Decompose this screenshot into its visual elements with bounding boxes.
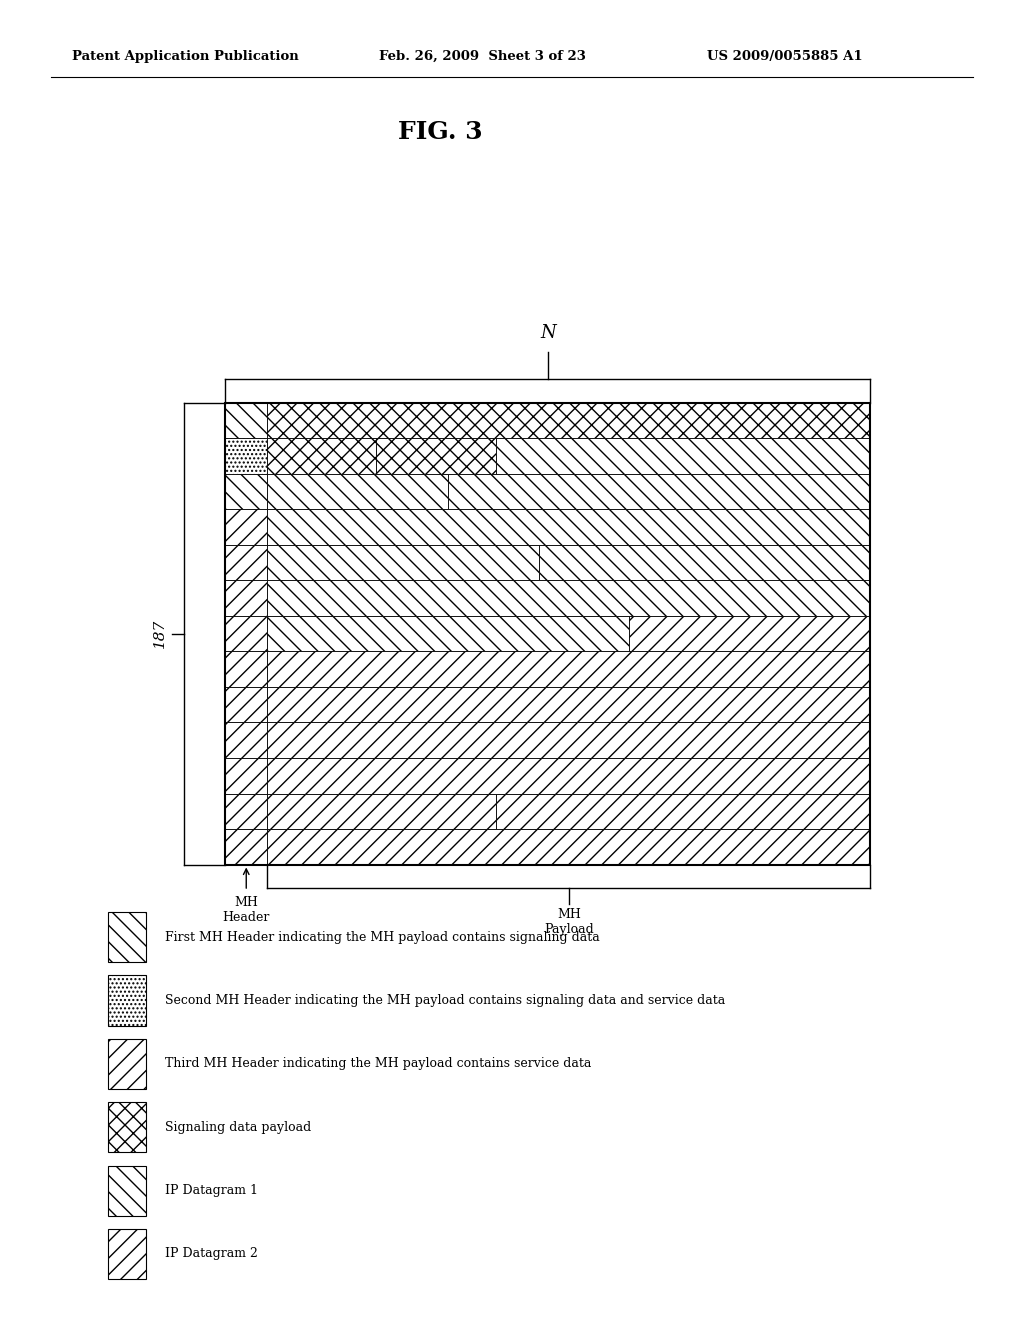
Bar [267, 403, 870, 438]
Bar [225, 510, 267, 545]
Text: MH
Header: MH Header [222, 896, 270, 924]
Bar [108, 1102, 146, 1152]
Bar [629, 616, 870, 651]
Text: FIG. 3: FIG. 3 [398, 120, 482, 144]
Text: Patent Application Publication: Patent Application Publication [72, 50, 298, 63]
Bar [225, 616, 267, 651]
Bar [225, 581, 267, 616]
Bar [267, 722, 870, 758]
Text: US 2009/0055885 A1: US 2009/0055885 A1 [707, 50, 862, 63]
Bar [108, 1229, 146, 1279]
Bar [225, 651, 267, 686]
Text: Signaling data payload: Signaling data payload [165, 1121, 311, 1134]
Bar [267, 758, 870, 793]
Bar [497, 793, 870, 829]
Bar [225, 474, 267, 510]
Text: IP Datagram 1: IP Datagram 1 [165, 1184, 258, 1197]
Text: N: N [540, 323, 556, 342]
Bar [267, 651, 870, 686]
Bar [267, 616, 629, 651]
Bar [497, 438, 870, 474]
Bar [225, 438, 267, 474]
Bar [225, 686, 267, 722]
Text: MH
Payload: MH Payload [544, 908, 594, 936]
Bar [539, 545, 870, 581]
Bar [108, 1166, 146, 1216]
Bar [225, 403, 870, 865]
Text: Third MH Header indicating the MH payload contains service data: Third MH Header indicating the MH payloa… [165, 1057, 591, 1071]
Bar [267, 545, 539, 581]
Bar [225, 403, 267, 438]
Bar [267, 829, 870, 865]
Bar [225, 758, 267, 793]
Bar [225, 545, 267, 581]
Bar [225, 829, 267, 865]
Text: IP Datagram 2: IP Datagram 2 [165, 1247, 258, 1261]
Bar [449, 474, 870, 510]
Bar [267, 438, 376, 474]
Bar [267, 686, 870, 722]
Text: Feb. 26, 2009  Sheet 3 of 23: Feb. 26, 2009 Sheet 3 of 23 [379, 50, 586, 63]
Bar [108, 912, 146, 962]
Bar [376, 438, 497, 474]
Bar [267, 581, 870, 616]
Bar [267, 474, 449, 510]
Bar [225, 793, 267, 829]
Bar [267, 793, 497, 829]
Text: First MH Header indicating the MH payload contains signaling data: First MH Header indicating the MH payloa… [165, 931, 600, 944]
Bar [108, 975, 146, 1026]
Text: Second MH Header indicating the MH payload contains signaling data and service d: Second MH Header indicating the MH paylo… [165, 994, 725, 1007]
Bar [108, 1039, 146, 1089]
Text: 187: 187 [153, 619, 167, 648]
Bar [267, 510, 870, 545]
Bar [225, 722, 267, 758]
